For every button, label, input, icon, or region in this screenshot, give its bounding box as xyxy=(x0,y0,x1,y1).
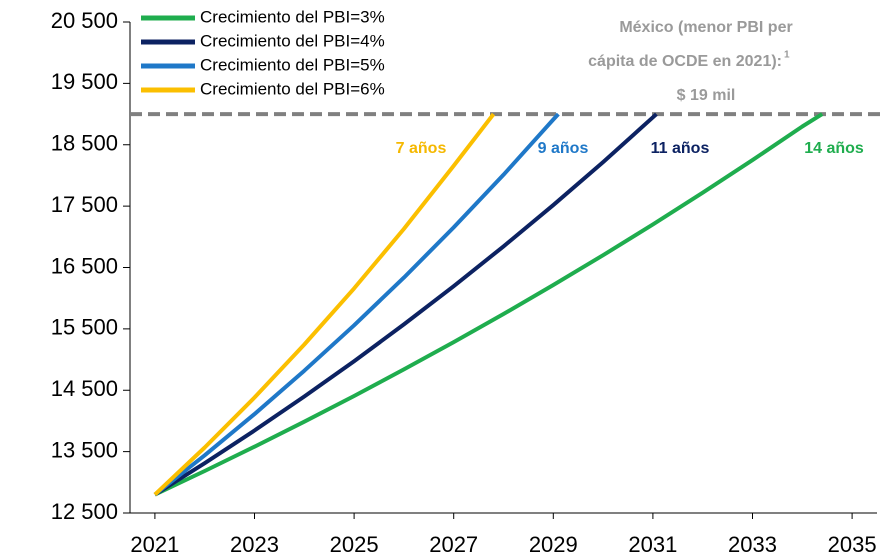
series-line xyxy=(153,112,560,497)
note-superscript: 1 xyxy=(784,50,790,61)
x-tick-label: 2021 xyxy=(130,532,179,557)
y-tick-label: 17 500 xyxy=(51,192,118,217)
series-line xyxy=(153,112,496,497)
annotation: 14 años xyxy=(804,140,864,157)
annotation: 11 años xyxy=(651,140,710,157)
y-tick-label: 18 500 xyxy=(51,131,118,156)
y-tick-label: 16 500 xyxy=(51,253,118,278)
note-line: cápita de OCDE en 2021): xyxy=(588,53,782,70)
y-tick-label: 14 500 xyxy=(51,376,118,401)
annotation: 7 años xyxy=(396,140,447,157)
annotation: 9 años xyxy=(538,140,589,157)
note-line: México (menor PBI per xyxy=(619,19,792,36)
x-tick-label: 2023 xyxy=(230,532,279,557)
y-tick-label: 13 500 xyxy=(51,437,118,462)
x-tick-label: 2035 xyxy=(828,532,877,557)
y-tick-label: 12 500 xyxy=(51,499,118,524)
y-tick-label: 19 500 xyxy=(51,69,118,94)
series-line xyxy=(154,112,824,497)
legend-label: Crecimiento del PBI=3% xyxy=(200,7,385,26)
x-tick-label: 2033 xyxy=(728,532,777,557)
x-tick-label: 2031 xyxy=(628,532,677,557)
x-tick-label: 2029 xyxy=(529,532,578,557)
y-tick-label: 20 500 xyxy=(51,8,118,33)
legend-label: Crecimiento del PBI=4% xyxy=(200,31,385,50)
y-tick-label: 15 500 xyxy=(51,315,118,340)
x-tick-label: 2027 xyxy=(429,532,478,557)
x-tick-label: 2025 xyxy=(330,532,379,557)
note-line: $ 19 mil xyxy=(677,87,736,104)
legend-label: Crecimiento del PBI=6% xyxy=(200,79,385,98)
series-line xyxy=(153,112,658,497)
legend-label: Crecimiento del PBI=5% xyxy=(200,55,385,74)
